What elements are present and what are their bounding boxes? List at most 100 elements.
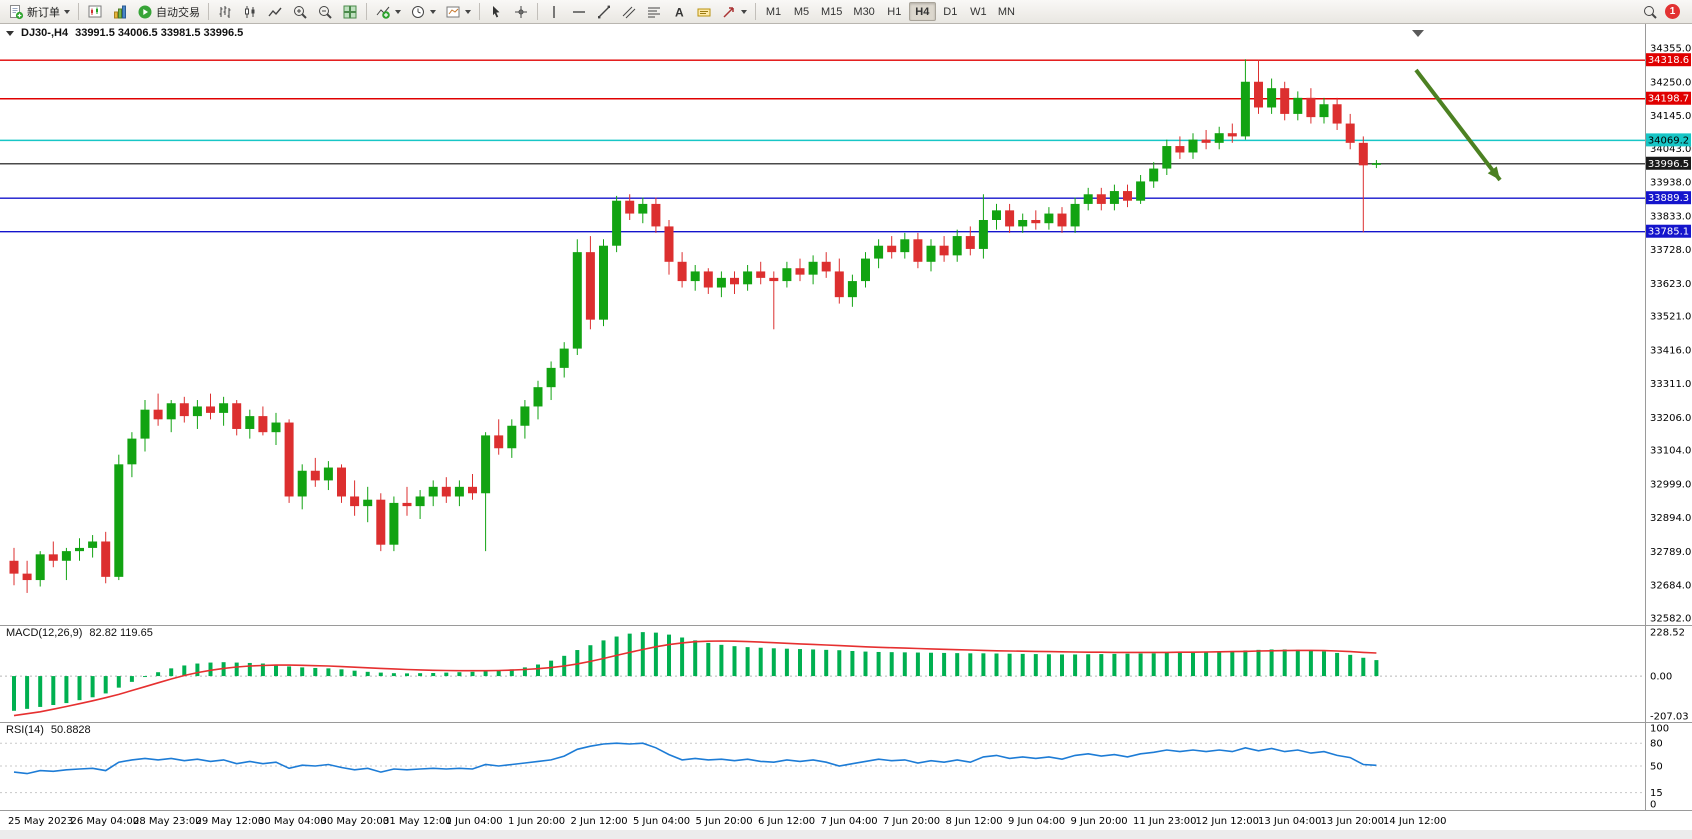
candle-body — [507, 425, 517, 449]
timeframe-m15[interactable]: M15 — [816, 2, 847, 21]
candle-body — [22, 573, 32, 581]
rsi-title: RSI(14) — [6, 724, 44, 736]
price-axis-label: 33311.0 — [1650, 379, 1691, 390]
price-axis-label: 33521.0 — [1650, 312, 1691, 323]
price-badge-text: 34198.7 — [1648, 94, 1689, 105]
bar-chart-mode-button[interactable] — [213, 1, 237, 22]
text-icon: A — [675, 5, 684, 19]
arrows-tool-button[interactable] — [717, 1, 751, 22]
horizontal-line-tool-button[interactable] — [567, 1, 591, 22]
one-click-trading-toggle[interactable] — [6, 30, 14, 36]
timeframe-m5[interactable]: M5 — [788, 2, 815, 21]
time-axis-label: 5 Jun 20:00 — [696, 816, 753, 827]
indicators-button[interactable] — [371, 1, 405, 22]
price-axis-label: 33938.0 — [1650, 178, 1691, 189]
candlestick-chart-mode-button[interactable] — [238, 1, 262, 22]
candle-body — [926, 245, 936, 262]
macd-indicator-label: MACD(12,26,9) 82.82 119.65 — [6, 627, 153, 639]
zoom-out-button[interactable] — [313, 1, 337, 22]
time-axis-label: 26 May 04:00 — [71, 816, 140, 827]
timeframe-m30[interactable]: M30 — [848, 2, 879, 21]
line-chart-mode-button[interactable] — [263, 1, 287, 22]
timeframe-h4[interactable]: H4 — [908, 2, 936, 21]
search-button[interactable] — [1638, 1, 1662, 22]
new-order-button[interactable]: 新订单 — [4, 1, 74, 22]
text-tool-button[interactable]: A — [667, 1, 691, 22]
candle-body — [572, 252, 582, 349]
chart-window-button[interactable] — [83, 1, 107, 22]
macd-scale-label: 0.00 — [1650, 672, 1672, 683]
notification-badge[interactable]: 1 — [1665, 4, 1680, 19]
trend-arrow-head — [1487, 166, 1500, 180]
svg-text:A: A — [675, 5, 684, 19]
channel-tool-button[interactable] — [617, 1, 641, 22]
chart-window-icon — [88, 5, 102, 17]
time-axis-label: 7 Jun 04:00 — [821, 816, 878, 827]
macd-values: 82.82 119.65 — [89, 627, 153, 639]
zoom-in-button[interactable] — [288, 1, 312, 22]
time-axis-label: 9 Jun 20:00 — [1071, 816, 1128, 827]
candle-body — [1057, 213, 1067, 227]
candle-body — [703, 271, 713, 288]
price-axis-label: 33416.0 — [1650, 345, 1691, 356]
periods-button[interactable] — [406, 1, 440, 22]
chart-shift-marker[interactable] — [1412, 30, 1424, 37]
time-axis-label: 12 Jun 12:00 — [1196, 816, 1260, 827]
auto-trading-button[interactable]: 自动交易 — [133, 1, 204, 22]
profiles-icon — [114, 5, 126, 18]
candle-body — [389, 502, 399, 545]
timeframe-m1[interactable]: M1 — [760, 2, 787, 21]
main-toolbar: 新订单 自动交易 — [0, 0, 1692, 24]
candle-body — [258, 416, 268, 433]
candle-body — [75, 547, 84, 552]
candle-body — [1345, 123, 1355, 143]
candle-body — [232, 403, 242, 429]
candle-body — [114, 464, 124, 577]
chart-canvas[interactable]: 34355.0 34250.0 34145.0 34043.0 33938.0 33833… — [0, 24, 1692, 839]
profiles-button[interactable] — [108, 1, 132, 22]
crosshair-tool-button[interactable] — [509, 1, 533, 22]
trendline-tool-button[interactable] — [592, 1, 616, 22]
timeframe-d1[interactable]: D1 — [937, 2, 964, 21]
candle-body — [900, 239, 910, 253]
candle-body — [415, 496, 425, 507]
trend-arrow-annotation[interactable] — [1414, 68, 1502, 182]
candle-body — [1083, 194, 1093, 204]
candle-body — [690, 271, 700, 282]
candle-body — [1267, 88, 1277, 108]
candle-body — [1240, 81, 1250, 137]
candle-body — [1280, 88, 1290, 114]
candle-body — [1070, 203, 1080, 227]
templates-button[interactable] — [441, 1, 475, 22]
candle-body — [1149, 168, 1159, 182]
text-label-tool-button[interactable] — [692, 1, 716, 22]
candle-body — [1188, 139, 1198, 153]
price-axis-label: 34043.0 — [1650, 144, 1691, 155]
timeframe-w1[interactable]: W1 — [965, 2, 992, 21]
macd-scale-label: -207.03 — [1650, 712, 1689, 723]
time-axis-label: 1 Jun 20:00 — [508, 816, 565, 827]
candle-body — [730, 277, 739, 285]
vertical-line-icon — [553, 5, 555, 18]
fibonacci-tool-button[interactable] — [642, 1, 666, 22]
timeframe-mn[interactable]: MN — [993, 2, 1020, 21]
caret-down-icon — [465, 9, 471, 14]
vertical-line-tool-button[interactable] — [542, 1, 566, 22]
candle-body — [887, 245, 897, 253]
candle-body — [874, 245, 884, 259]
candle-body — [192, 406, 202, 417]
candle-body — [1096, 194, 1106, 204]
candle-body — [494, 435, 504, 449]
candle-body — [1136, 181, 1146, 201]
cursor-tool-button[interactable] — [484, 1, 508, 22]
candle-body — [140, 409, 150, 439]
chart-area: 34355.0 34250.0 34145.0 34043.0 33938.0 33833… — [0, 24, 1692, 839]
tile-windows-button[interactable] — [338, 1, 362, 22]
timeframe-h1[interactable]: H1 — [881, 2, 908, 21]
window-bottom-strip — [0, 830, 1692, 839]
time-axis-label: 6 Jun 12:00 — [758, 816, 815, 827]
candle-body — [638, 203, 648, 214]
price-axis-label: 34145.0 — [1650, 111, 1691, 122]
price-axis-label: 32684.0 — [1650, 581, 1691, 592]
candle-body — [769, 277, 779, 282]
